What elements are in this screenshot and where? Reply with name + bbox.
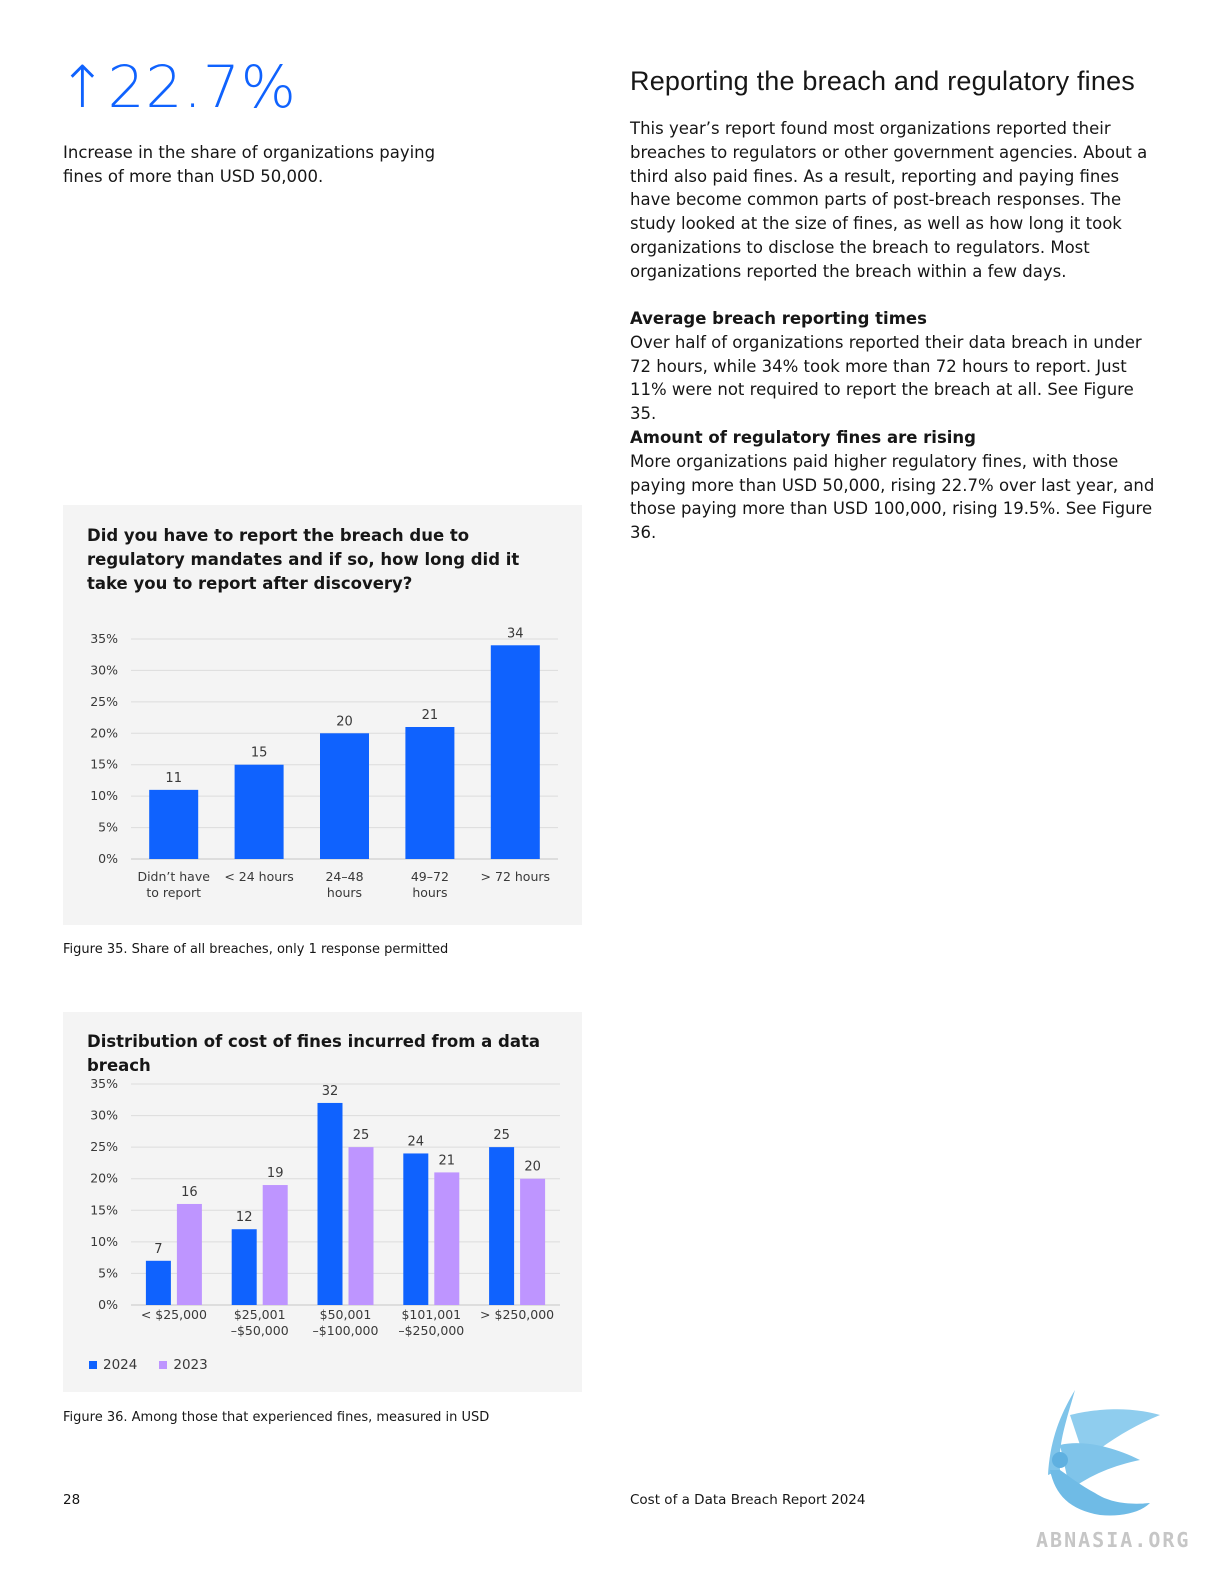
- x-tick-label: 49–72: [411, 869, 449, 884]
- x-tick-label: hours: [327, 885, 362, 900]
- bar: [348, 1147, 374, 1305]
- figure-caption: Figure 35. Share of all breaches, only 1…: [63, 942, 449, 957]
- bar: [320, 733, 369, 859]
- y-tick-label: 5%: [98, 1265, 118, 1280]
- x-tick-label: Didn’t have: [137, 869, 210, 884]
- y-tick-label: 15%: [90, 757, 118, 772]
- y-tick-label: 30%: [90, 1108, 118, 1123]
- data-label: 12: [236, 1210, 253, 1225]
- legend-item: 2023: [159, 1357, 208, 1373]
- subsection-fines: Amount of regulatory fines are rising Mo…: [630, 426, 1160, 545]
- bar: [234, 764, 284, 859]
- data-label: 24: [408, 1134, 425, 1149]
- legend-label: 2024: [103, 1357, 138, 1373]
- x-tick-label: $25,001: [234, 1307, 286, 1322]
- y-tick-label: 35%: [90, 1076, 118, 1091]
- section-intro: This year’s report found most organizati…: [630, 117, 1160, 284]
- data-label: 11: [165, 771, 182, 786]
- chart-panel-reporting-times: Did you have to report the breach due to…: [63, 505, 582, 925]
- data-label: 20: [336, 714, 353, 729]
- up-arrow-icon: ↑: [58, 53, 108, 121]
- y-tick-label: 0%: [98, 851, 118, 866]
- y-tick-label: 30%: [90, 662, 118, 677]
- x-tick-label: < $25,000: [141, 1307, 207, 1322]
- bar: [176, 1203, 202, 1305]
- data-label: 19: [267, 1166, 284, 1181]
- y-tick-label: 10%: [90, 788, 118, 803]
- bar: [434, 1172, 460, 1305]
- data-label: 16: [181, 1185, 198, 1200]
- data-label: 21: [439, 1153, 456, 1168]
- x-tick-label: to report: [146, 885, 201, 900]
- legend-item: 2024: [89, 1357, 137, 1373]
- highlight-value: 22.7%: [107, 53, 297, 121]
- figure-caption: Figure 36. Among those that experienced …: [63, 1410, 490, 1425]
- y-tick-label: 15%: [90, 1202, 118, 1217]
- bar: [490, 645, 540, 859]
- highlight-description: Increase in the share of organizations p…: [63, 143, 436, 186]
- data-label: 34: [507, 626, 524, 641]
- legend-swatch: [89, 1361, 97, 1369]
- y-tick-label: 5%: [98, 820, 118, 835]
- chart-title: Distribution of cost of fines incurred f…: [87, 1032, 540, 1075]
- x-tick-label: –$250,000: [398, 1323, 464, 1338]
- bar: [145, 1260, 171, 1305]
- section-title: Reporting the breach and regulatory fine…: [630, 66, 1136, 96]
- griffin-logo-icon: [1048, 1390, 1160, 1516]
- subsection-reporting: Average breach reporting times Over half…: [630, 307, 1160, 426]
- y-tick-label: 25%: [90, 1139, 118, 1154]
- data-label: 20: [524, 1160, 541, 1175]
- legend-label: 2023: [173, 1357, 208, 1373]
- x-tick-label: $50,001: [320, 1307, 372, 1322]
- bar: [489, 1147, 515, 1305]
- x-tick-label: $101,001: [401, 1307, 461, 1322]
- x-tick-label: 24–48: [325, 869, 363, 884]
- report-title: Cost of a Data Breach Report 2024: [630, 1492, 866, 1508]
- intro-paragraph: This year’s report found most organizati…: [630, 119, 1148, 281]
- y-tick-label: 20%: [90, 1171, 118, 1186]
- chart-legend: 2024 2023: [89, 1357, 208, 1373]
- x-tick-label: –$100,000: [313, 1323, 379, 1338]
- x-tick-label: < 24 hours: [224, 869, 293, 884]
- data-label: 25: [493, 1128, 510, 1143]
- bar: [149, 789, 199, 859]
- bar: [317, 1102, 343, 1305]
- chart-title: Did you have to report the breach due to…: [87, 526, 520, 593]
- subsection-reporting-body: Over half of organizations reported thei…: [630, 332, 1142, 424]
- y-tick-label: 0%: [98, 1297, 118, 1312]
- data-label: 32: [322, 1084, 339, 1099]
- bar: [520, 1178, 546, 1305]
- data-label: 21: [422, 708, 439, 723]
- bar: [231, 1229, 257, 1305]
- legend-swatch: [159, 1361, 168, 1369]
- subsection-reporting-title: Average breach reporting times: [630, 309, 927, 328]
- chart-panel-fines-distribution: Distribution of cost of fines incurred f…: [63, 1012, 582, 1392]
- x-tick-label: hours: [412, 885, 447, 900]
- y-tick-label: 35%: [90, 631, 118, 646]
- page-number: 28: [63, 1492, 81, 1508]
- bar: [262, 1185, 288, 1305]
- x-tick-label: –$50,000: [231, 1323, 289, 1338]
- data-label: 15: [251, 746, 268, 761]
- y-tick-label: 10%: [90, 1234, 118, 1249]
- watermark-text: ABNASIA.ORG: [1036, 1528, 1191, 1552]
- fines-distribution-chart: 0% 5% 10% 15% 20% 25% 30% 35% 7 16 < $25,000 12 19 $2…: [90, 1076, 560, 1338]
- bar: [403, 1153, 429, 1305]
- data-label: 7: [154, 1242, 162, 1257]
- highlight-stat: ↑22.7%: [58, 58, 297, 116]
- x-tick-label: > 72 hours: [481, 869, 550, 884]
- subsection-fines-body: More organizations paid higher regulator…: [630, 451, 1155, 543]
- y-tick-label: 25%: [90, 694, 118, 709]
- subsection-fines-title: Amount of regulatory fines are rising: [630, 428, 976, 447]
- y-tick-label: 20%: [90, 725, 118, 740]
- data-label: 25: [353, 1128, 370, 1143]
- x-tick-label: > $250,000: [480, 1307, 554, 1322]
- bar: [405, 727, 455, 859]
